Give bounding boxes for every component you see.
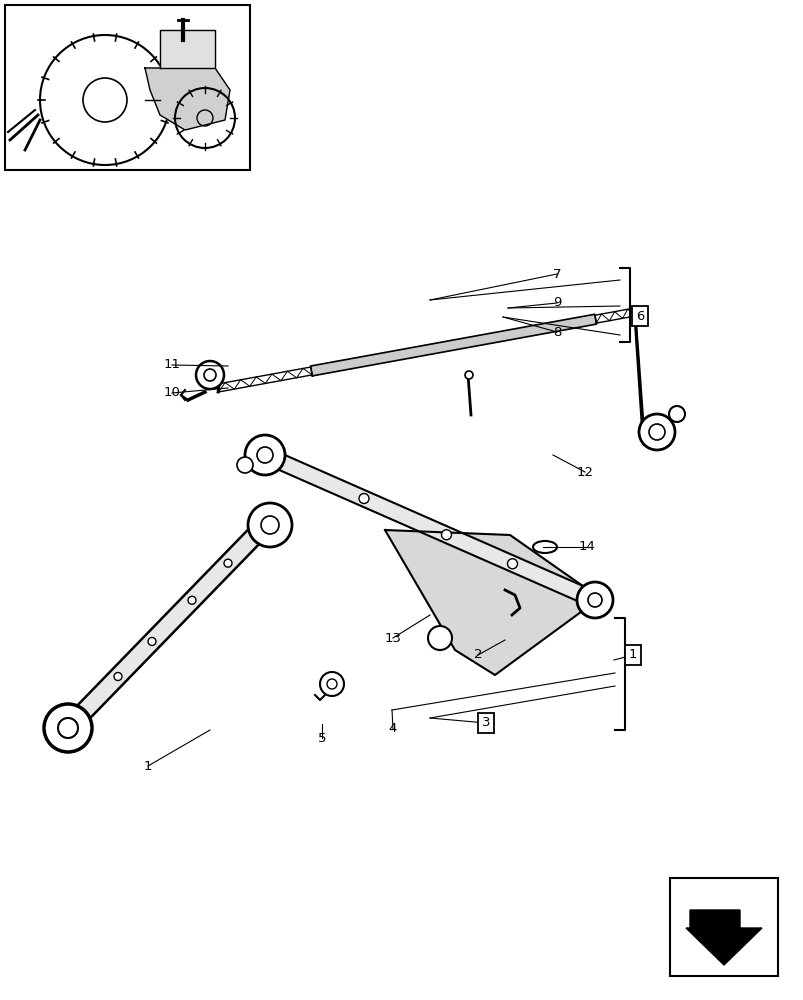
Circle shape	[245, 435, 284, 475]
Circle shape	[237, 457, 253, 473]
Polygon shape	[262, 448, 597, 607]
Bar	[669, 878, 777, 976]
Circle shape	[464, 371, 472, 379]
Text: 14: 14	[578, 540, 595, 554]
Text: 2: 2	[473, 648, 482, 662]
Circle shape	[359, 493, 369, 504]
Polygon shape	[310, 314, 596, 376]
Text: 9: 9	[552, 296, 560, 310]
Polygon shape	[594, 308, 635, 323]
Polygon shape	[160, 30, 214, 68]
Text: 10: 10	[163, 386, 180, 399]
Polygon shape	[62, 516, 274, 734]
Circle shape	[188, 596, 196, 604]
Circle shape	[114, 672, 122, 680]
Circle shape	[196, 361, 224, 389]
Circle shape	[148, 637, 156, 645]
Text: 12: 12	[576, 466, 593, 479]
Text: 6: 6	[635, 310, 643, 322]
Text: 5: 5	[317, 732, 326, 744]
Text: 11: 11	[163, 359, 181, 371]
Circle shape	[327, 679, 336, 689]
Circle shape	[648, 424, 664, 440]
Circle shape	[638, 414, 675, 450]
Polygon shape	[385, 530, 599, 675]
Text: 13: 13	[384, 632, 401, 645]
Circle shape	[44, 704, 92, 752]
Circle shape	[320, 672, 344, 696]
Text: 8: 8	[552, 326, 560, 338]
Polygon shape	[145, 68, 230, 130]
Text: 7: 7	[552, 267, 560, 280]
Circle shape	[255, 510, 279, 534]
Polygon shape	[685, 910, 761, 965]
Circle shape	[261, 516, 279, 534]
Bar	[5, 5, 250, 170]
Circle shape	[204, 369, 216, 381]
Ellipse shape	[532, 541, 556, 553]
Text: 1: 1	[144, 760, 152, 772]
Circle shape	[224, 559, 232, 567]
Text: 3: 3	[481, 716, 490, 730]
Circle shape	[257, 447, 273, 463]
Circle shape	[577, 582, 612, 618]
Circle shape	[247, 503, 291, 547]
Text: 1: 1	[628, 648, 637, 662]
Circle shape	[507, 559, 517, 569]
Polygon shape	[217, 367, 312, 392]
Circle shape	[441, 530, 451, 540]
Text: 4: 4	[389, 722, 397, 736]
Circle shape	[427, 626, 451, 650]
Circle shape	[587, 593, 601, 607]
Circle shape	[58, 718, 78, 738]
